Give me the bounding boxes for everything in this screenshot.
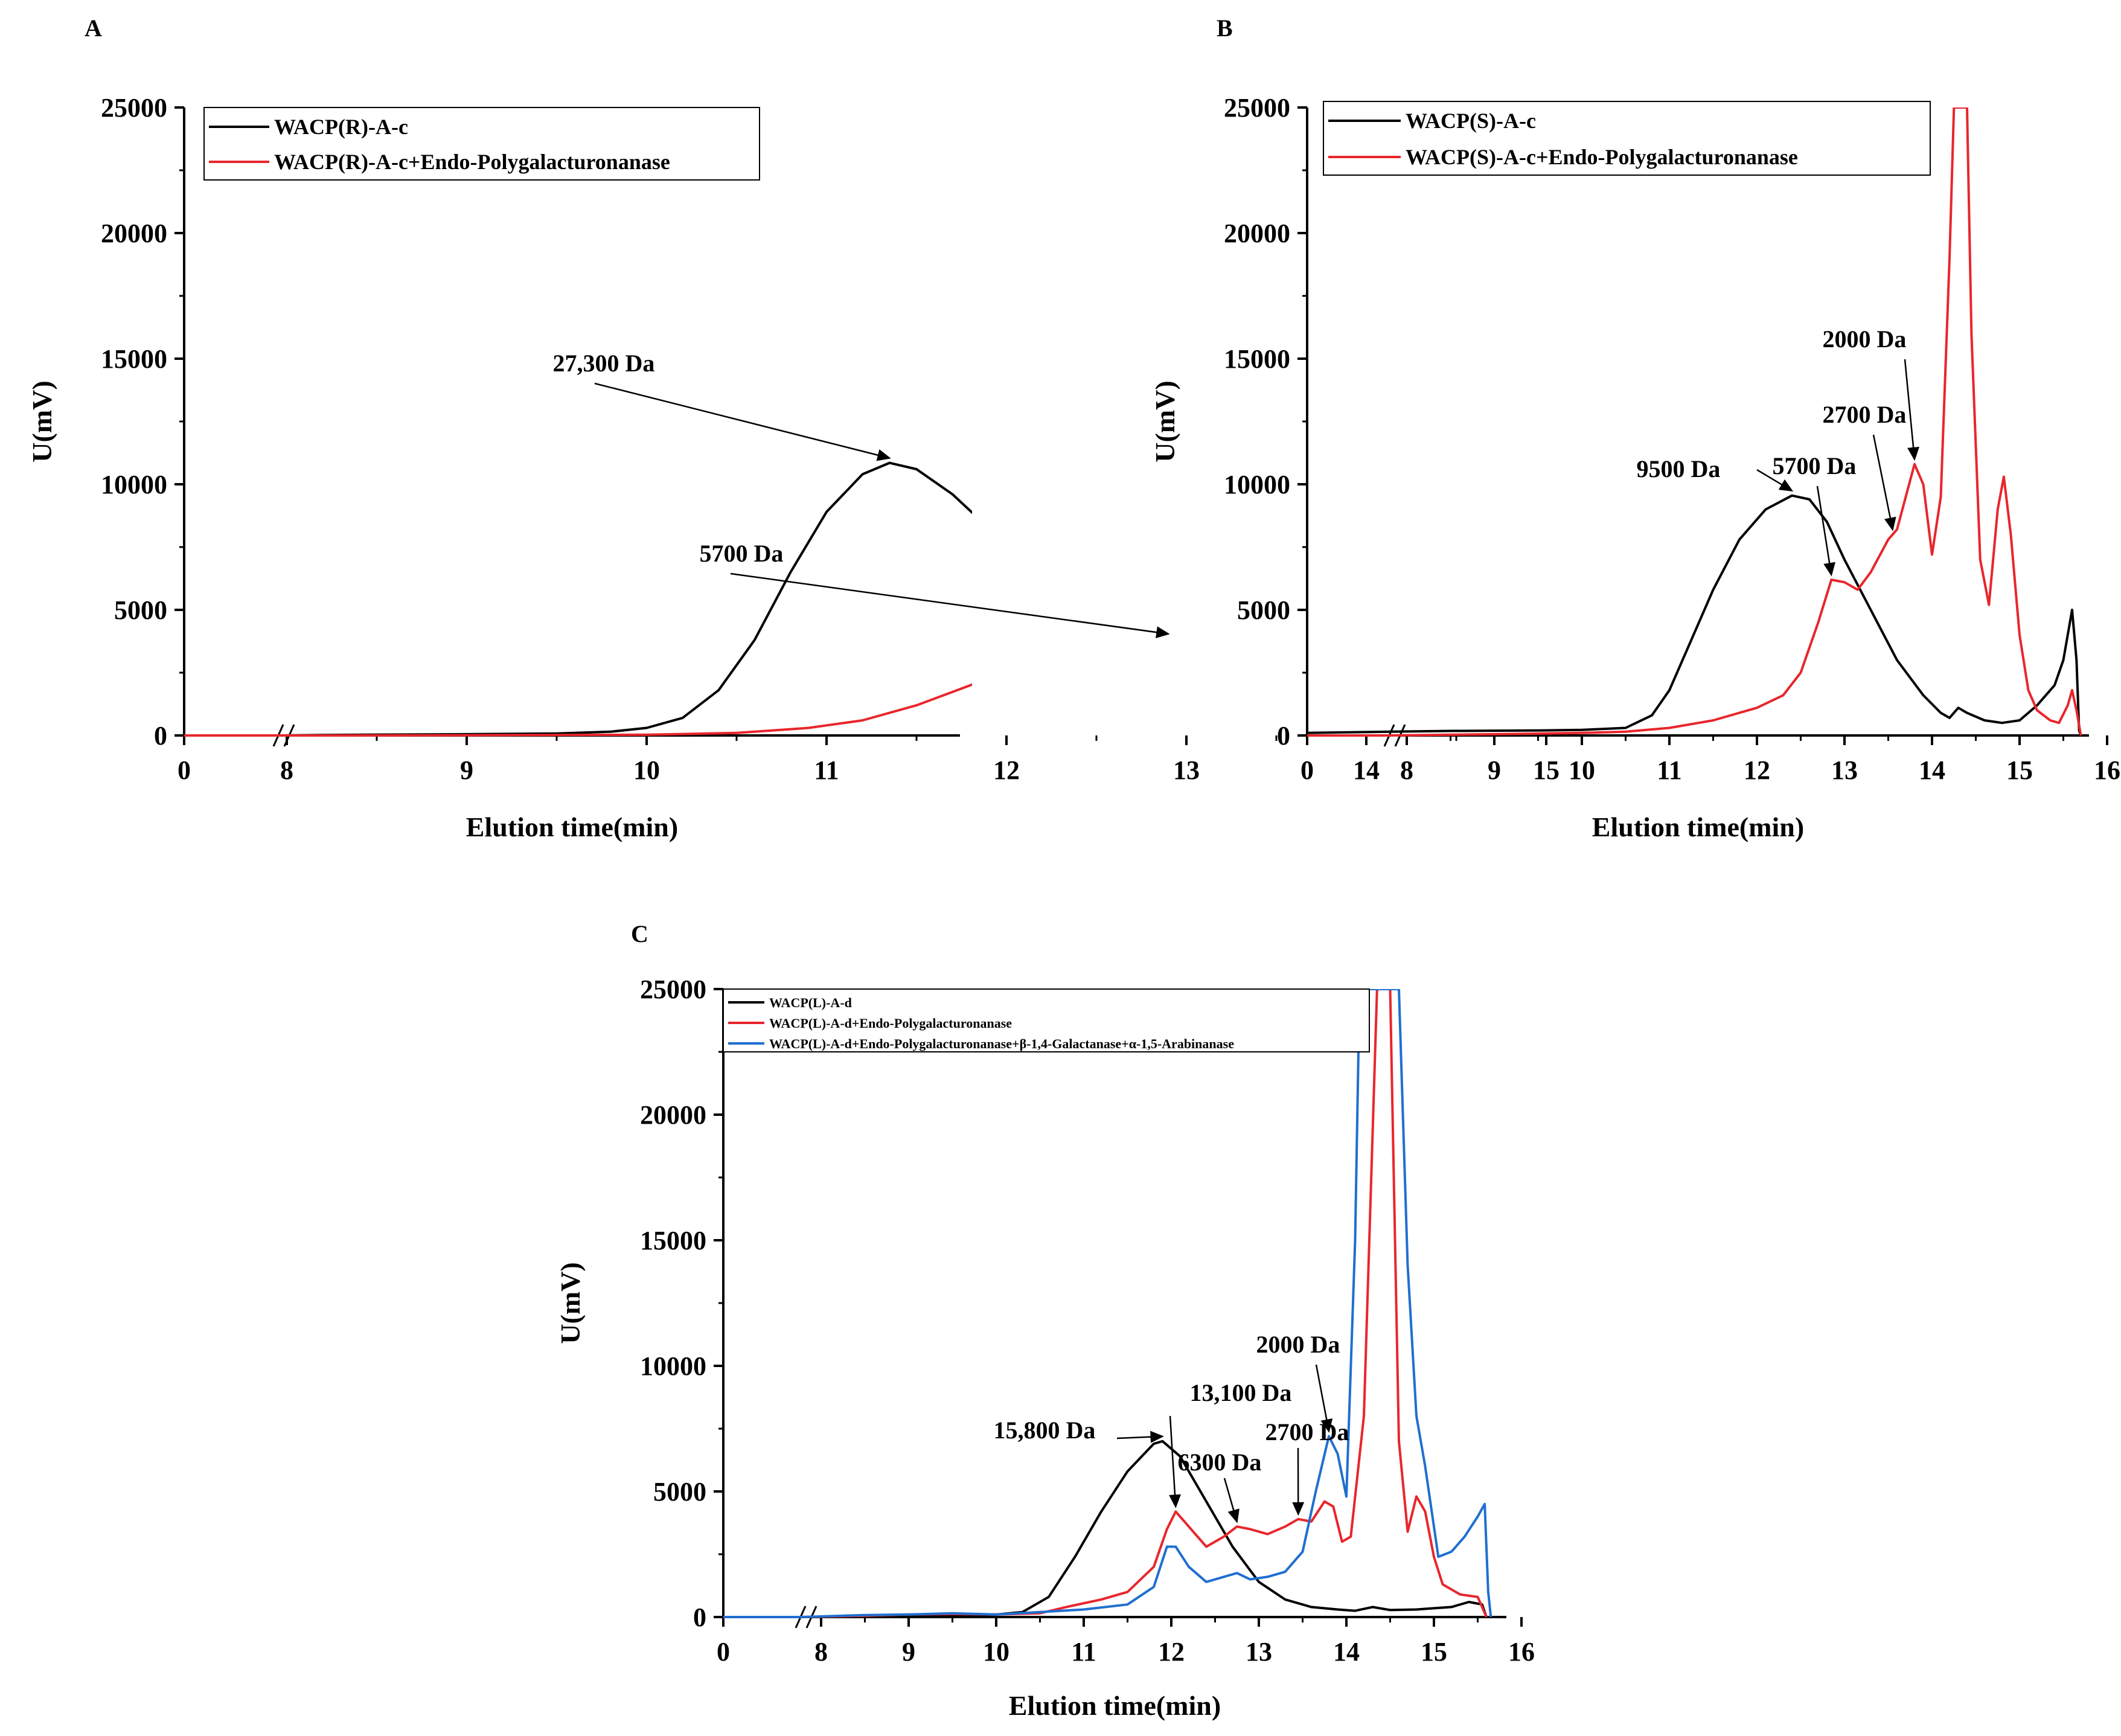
- panel-letter: C: [631, 920, 648, 947]
- y-tick-label: 15000: [1224, 344, 1290, 374]
- x-tick-label: 14: [1919, 755, 1945, 785]
- series-line-2: [184, 683, 972, 737]
- annotation-arrow: [1223, 1478, 1240, 1523]
- series-line-1: [723, 1440, 1488, 1618]
- x-axis-title: Elution time(min): [1592, 812, 1804, 842]
- annotation-arrow: [1904, 359, 1920, 461]
- y-axis-title: U(mV): [1150, 380, 1180, 462]
- y-tick-label: 10000: [640, 1351, 706, 1381]
- annotation-arrow: [1756, 469, 1794, 492]
- x-tick-label: 15: [1533, 755, 1560, 785]
- series-line-2: [1307, 107, 2082, 737]
- y-tick-label: 25000: [640, 975, 706, 1004]
- x-tick-label: 12: [993, 755, 1020, 785]
- x-tick-label: 0: [717, 1637, 730, 1667]
- peak-annotation: 5700 Da: [700, 540, 784, 567]
- x-tick-label: 10: [983, 1637, 1009, 1667]
- y-tick-label: 0: [693, 1603, 706, 1632]
- x-tick-label: 9: [902, 1637, 915, 1667]
- x-tick-label: 12: [1158, 1637, 1185, 1667]
- x-tick-label: 8: [1400, 755, 1413, 785]
- x-tick-label: 11: [814, 755, 839, 785]
- x-tick-label: 13: [1831, 755, 1858, 785]
- y-tick-label: 20000: [101, 219, 167, 248]
- x-tick-label: 0: [1300, 755, 1314, 785]
- x-tick-label: 9: [1488, 755, 1501, 785]
- panel-letter: B: [1217, 14, 1233, 42]
- y-tick-label: 25000: [1224, 93, 1290, 123]
- x-tick-label: 13: [1173, 755, 1200, 785]
- chart-panel-B: B 0 5000 10000 15000 20000 25000 0 8 9 10 11 12 13 14 1…: [1150, 14, 2120, 842]
- annotation-arrow: [594, 382, 891, 461]
- y-tick-label: 0: [154, 721, 167, 751]
- x-tick-label: 8: [280, 755, 293, 785]
- y-axis-title: U(mV): [27, 380, 57, 462]
- legend-label-1: WACP(S)-A-c: [1406, 109, 1536, 133]
- x-tick-label: 8: [814, 1637, 828, 1667]
- series-line-1: [1307, 494, 2082, 736]
- x-tick-label: 11: [1657, 755, 1682, 785]
- series-line-2: [723, 989, 1488, 1618]
- y-tick-label: 15000: [640, 1226, 706, 1255]
- y-tick-label: 20000: [1224, 219, 1290, 248]
- x-tick-label: 15: [2006, 755, 2033, 785]
- x-tick-label: 13: [1246, 1637, 1272, 1667]
- x-tick-label: 16: [2094, 755, 2120, 785]
- y-tick-label: 10000: [1224, 470, 1290, 499]
- annotation-arrow: [1169, 1415, 1182, 1508]
- annotation-arrow: [1315, 1364, 1333, 1433]
- peak-annotation: 15,800 Da: [994, 1417, 1096, 1444]
- x-tick-label: 12: [1744, 755, 1770, 785]
- x-tick-label: 0: [178, 755, 191, 785]
- annotation-arrow: [1816, 485, 1836, 577]
- x-tick-label: 10: [633, 755, 660, 785]
- legend-label-2: WACP(S)-A-c+Endo-Polygalacturonanase: [1406, 145, 1798, 169]
- legend-label-1: WACP(R)-A-c: [274, 115, 408, 139]
- y-tick-label: 0: [1277, 721, 1290, 751]
- peak-annotation: 2000 Da: [1256, 1331, 1340, 1358]
- x-tick-label: 10: [1569, 755, 1595, 785]
- peak-annotation: 2700 Da: [1265, 1418, 1349, 1446]
- x-tick-label: 16: [1508, 1637, 1535, 1667]
- peak-annotation: 2000 Da: [1823, 325, 1907, 353]
- y-tick-label: 5000: [114, 595, 167, 625]
- x-tick-label: 15: [1421, 1637, 1447, 1667]
- legend-label-2: WACP(L)-A-d+Endo-Polygalacturonanase: [769, 1016, 1012, 1031]
- legend-label-2: WACP(R)-A-c+Endo-Polygalacturonanase: [274, 150, 670, 174]
- chart-panel-A: A 0 5000 10000 15000 20000 25000 0 8 9 10 11 12 13 14 1…: [27, 14, 1560, 842]
- y-tick-label: 5000: [1237, 595, 1290, 625]
- y-tick-label: 5000: [653, 1477, 706, 1507]
- peak-annotation: 27,300 Da: [553, 350, 655, 377]
- y-tick-label: 25000: [101, 93, 167, 123]
- peak-annotation: 13,100 Da: [1190, 1379, 1292, 1406]
- x-axis-title: Elution time(min): [466, 812, 678, 842]
- peak-annotation: 6300 Da: [1178, 1449, 1262, 1476]
- y-axis-title: U(mV): [555, 1262, 586, 1344]
- x-tick-label: 9: [460, 755, 473, 785]
- annotation-arrow: [1872, 434, 1896, 531]
- peak-annotation: 2700 Da: [1823, 401, 1907, 428]
- annotation-arrow: [730, 572, 1170, 639]
- legend-label-3: WACP(L)-A-d+Endo-Polygalacturonanase+β-1…: [769, 1036, 1234, 1051]
- legend-box: [203, 107, 760, 181]
- series-line-1: [184, 461, 972, 737]
- legend-box: [723, 988, 1370, 1052]
- x-axis-title: Elution time(min): [1009, 1690, 1221, 1721]
- peak-annotation: 5700 Da: [1773, 452, 1857, 479]
- series-line-3: [723, 989, 1492, 1618]
- panel-letter: A: [85, 14, 102, 42]
- annotation-arrow: [1116, 1430, 1164, 1443]
- x-tick-label: 14: [1353, 755, 1380, 785]
- y-tick-label: 10000: [101, 470, 167, 499]
- peak-annotation: 9500 Da: [1637, 455, 1721, 482]
- legend-box: [1323, 101, 1931, 176]
- x-tick-label: 14: [1333, 1637, 1360, 1667]
- y-tick-label: 20000: [640, 1100, 706, 1130]
- y-tick-label: 15000: [101, 344, 167, 374]
- chart-panel-C: C 0 5000 10000 15000 20000 25000 0 8 9 10 11 12 13 14 1…: [555, 920, 1535, 1721]
- legend-label-1: WACP(L)-A-d: [769, 995, 852, 1010]
- x-tick-label: 11: [1071, 1637, 1096, 1667]
